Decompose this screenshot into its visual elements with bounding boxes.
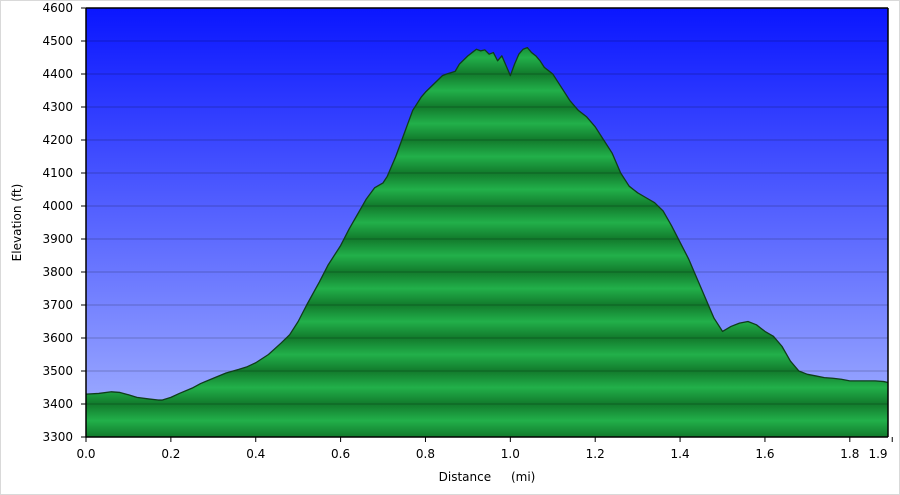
x-tick-label: 0.2 [161, 447, 180, 461]
y-tick-label: 3400 [42, 397, 73, 411]
elevation-outline [85, 46, 889, 401]
x-tick-label: 0.6 [331, 447, 350, 461]
y-axis-title: Elevation (ft) [10, 184, 24, 262]
x-tick-label: 1.4 [671, 447, 690, 461]
x-tick-label: 0.0 [76, 447, 95, 461]
x-axis-title: Distance (mi) [439, 470, 536, 484]
x-tick-label: 0.8 [416, 447, 435, 461]
x-tick-label: 1.8 [840, 447, 859, 461]
y-tick-label: 3600 [42, 331, 73, 345]
x-tick-label: 1.0 [501, 447, 520, 461]
y-tick-label: 4500 [42, 34, 73, 48]
y-tick-label: 4600 [42, 1, 73, 15]
y-tick-label: 3500 [42, 364, 73, 378]
y-tick-label: 3700 [42, 298, 73, 312]
elevation-band [86, 371, 888, 404]
x-tick-label: 1.6 [755, 447, 774, 461]
y-tick-labels: 3300 3400 3500 3600 3700 3800 3900 4000 4100 4200… [42, 1, 86, 444]
x-tick-label: 0.4 [246, 447, 265, 461]
x-tick-label: 1.2 [586, 447, 605, 461]
x-tick-labels: 0.0 0.2 0.4 0.6 0.8 1.0 1.2 1.4 1.6 1.8 1.9 [76, 437, 893, 461]
y-tick-label: 4400 [42, 67, 73, 81]
y-tick-label: 3300 [42, 430, 73, 444]
y-tick-label: 3800 [42, 265, 73, 279]
elevation-band [86, 404, 888, 437]
x-tick-label: 1.9 [868, 447, 887, 461]
x-axis-title-label: Distance [439, 470, 491, 484]
x-axis-title-unit: (mi) [511, 470, 535, 484]
y-tick-label: 4200 [42, 133, 73, 147]
y-tick-label: 3900 [42, 232, 73, 246]
y-tick-label: 4100 [42, 166, 73, 180]
y-tick-label: 4300 [42, 100, 73, 114]
y-tick-label: 4000 [42, 199, 73, 213]
axes [85, 7, 889, 438]
gridlines [86, 40, 888, 405]
